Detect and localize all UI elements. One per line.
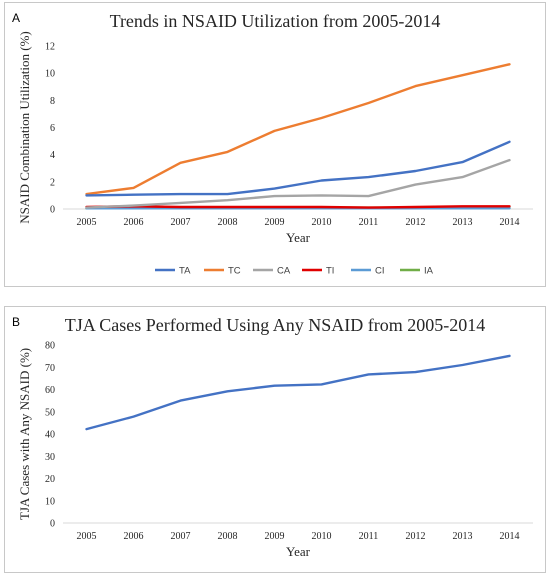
legend-label-ci: CI <box>375 266 385 277</box>
chart-panel-b: B TJA Cases Performed Using Any NSAID fr… <box>4 306 546 573</box>
x-tick-label: 2008 <box>218 531 238 542</box>
y-tick-label: 8 <box>50 96 55 107</box>
y-tick-label: 0 <box>50 519 55 530</box>
series-line <box>85 354 511 431</box>
chart-title-a: Trends in NSAID Utilization from 2005-20… <box>109 11 441 31</box>
y-tick-label: 10 <box>45 496 55 507</box>
x-tick-label: 2007 <box>171 531 191 542</box>
series-line-ca <box>85 158 511 209</box>
y-tick-label: 60 <box>45 385 55 396</box>
y-tick-label: 12 <box>45 42 55 53</box>
legend-label-ti: TI <box>326 266 334 277</box>
series-line-ta <box>85 140 511 197</box>
y-tick-label: 10 <box>45 69 55 80</box>
chart-a-svg: 0 2 4 6 8 10 12 2005 2006 2007 2008 2009 2010 2011 201… <box>17 31 533 277</box>
legend-label-tc: TC <box>228 266 241 277</box>
y-tick-label: 80 <box>45 341 55 352</box>
y-tick-label: 30 <box>45 452 55 463</box>
y-tick-label: 2 <box>50 177 55 188</box>
legend-label-ia: IA <box>424 266 434 277</box>
y-tick-label: 50 <box>45 407 55 418</box>
x-tick-label: 2009 <box>265 531 285 542</box>
x-tick-label: 2005 <box>77 531 97 542</box>
x-tick-label: 2013 <box>453 531 473 542</box>
x-tick-label: 2007 <box>171 217 191 228</box>
legend-label-ta: TA <box>179 266 191 277</box>
y-tick-label: 20 <box>45 474 55 485</box>
x-tick-label: 2013 <box>453 217 473 228</box>
chart-title-b: TJA Cases Performed Using Any NSAID from… <box>64 315 486 335</box>
x-tick-label: 2011 <box>359 531 379 542</box>
x-tick-label: 2010 <box>312 531 332 542</box>
y-tick-label: 70 <box>45 363 55 374</box>
x-tick-label: 2011 <box>359 217 379 228</box>
y-tick-label: 6 <box>50 123 55 134</box>
x-tick-label: 2006 <box>124 217 144 228</box>
x-tick-label: 2012 <box>406 217 426 228</box>
x-axis-title: Year <box>286 544 311 559</box>
y-tick-label: 0 <box>50 205 55 216</box>
panel-label-b: B <box>12 315 21 329</box>
x-axis-title: Year <box>286 230 311 245</box>
chart-b-svg: 0 10 20 30 40 50 60 70 80 2005 2006 2007 2008 2009 201… <box>17 341 533 559</box>
x-tick-label: 2008 <box>218 217 238 228</box>
x-tick-label: 2014 <box>500 531 520 542</box>
y-axis-title: NSAID Combination Utilization (%) <box>17 31 32 223</box>
y-tick-label: 4 <box>50 150 55 161</box>
x-tick-label: 2014 <box>500 217 520 228</box>
series-line-ti <box>85 205 511 209</box>
series-line-tc <box>85 63 511 196</box>
x-tick-label: 2006 <box>124 531 144 542</box>
y-axis-title: TJA Cases with Any NSAID (%) <box>17 348 32 520</box>
x-tick-label: 2005 <box>77 217 97 228</box>
x-tick-label: 2012 <box>406 531 426 542</box>
x-tick-label: 2009 <box>265 217 285 228</box>
legend-label-ca: CA <box>277 266 291 277</box>
chart-panel-a: A Trends in NSAID Utilization from 2005-… <box>4 2 546 287</box>
x-tick-label: 2010 <box>312 217 332 228</box>
y-tick-label: 40 <box>45 430 55 441</box>
panel-label-a: A <box>12 11 21 25</box>
